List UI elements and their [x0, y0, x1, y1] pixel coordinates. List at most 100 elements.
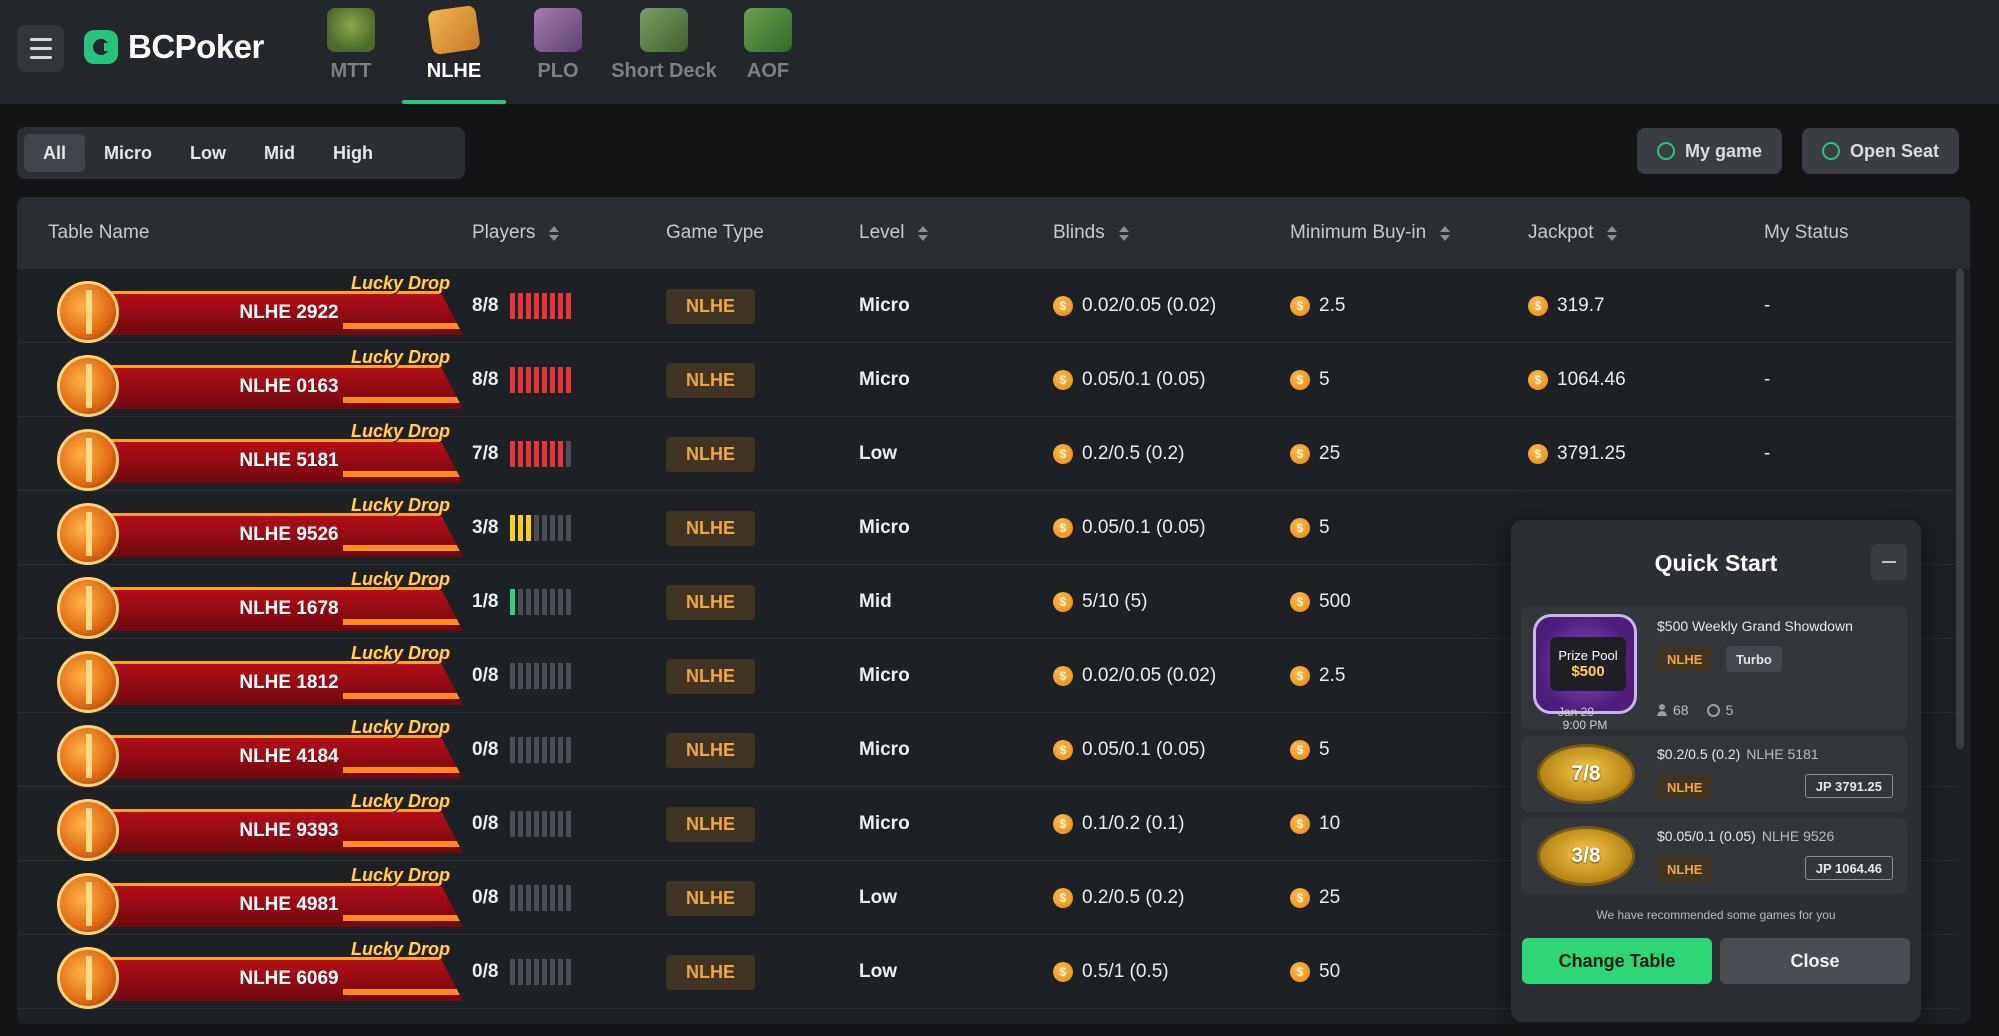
gift-icon [57, 873, 119, 935]
players-cell: 7/8 [472, 417, 572, 491]
table-row[interactable]: Lucky Drop NLHE 2922 8/8 NLHE Micro $0.02/0.0… [17, 269, 1957, 343]
recommended-table-card[interactable]: 3/8 $0.05/0.1 (0.05) NLHE 9526 NLHE JP 10… [1521, 818, 1907, 894]
my-game-toggle[interactable]: My game [1637, 128, 1783, 174]
minimize-icon[interactable] [1871, 544, 1907, 580]
jackpot-badge: JP 1064.46 [1804, 856, 1893, 880]
sort-icon[interactable] [1440, 226, 1450, 241]
close-button[interactable]: Close [1720, 938, 1910, 984]
status-cell: - [1764, 443, 1771, 464]
level-cell: Micro [859, 665, 910, 686]
game-type-cell: NLHE [666, 269, 755, 343]
gift-icon [57, 947, 119, 1009]
seat-table-name: NLHE 9526 [1761, 828, 1835, 844]
recommended-table-card[interactable]: 7/8 $0.2/0.5 (0.2) NLHE 5181 NLHE JP 3791… [1521, 736, 1907, 812]
seat-occupancy-bars [510, 293, 572, 319]
short-deck-icon [640, 8, 688, 52]
filter-high[interactable]: High [333, 142, 374, 163]
table-name: NLHE 9393 [239, 820, 339, 841]
banner-ribbon [79, 957, 463, 1001]
column-jackpot[interactable]: Jackpot [1528, 197, 1617, 269]
hamburger-menu-icon[interactable] [17, 25, 64, 72]
logo[interactable]: BCPoker [84, 28, 264, 66]
scrollbar[interactable] [1956, 269, 1964, 749]
lucky-drop-label: Lucky Drop [351, 273, 451, 293]
tournament-card[interactable]: Prize Pool $500 Jan 29 9:00 PM $500 Week… [1521, 606, 1907, 732]
coin-icon: $ [1053, 740, 1073, 760]
lucky-drop-label: Lucky Drop [351, 865, 451, 885]
table-row[interactable]: Lucky Drop NLHE 5181 7/8 NLHE Low $0.2/0.5 (0… [17, 417, 1957, 491]
game-type-cell: NLHE [666, 565, 755, 639]
coin-icon: $ [1290, 814, 1310, 834]
game-type-cell: NLHE [666, 639, 755, 713]
filter-all[interactable]: All [24, 134, 86, 172]
game-type-badge: NLHE [1657, 774, 1713, 800]
status-cell: - [1764, 369, 1771, 390]
table-name: NLHE 6069 [239, 968, 339, 989]
blinds-cell: $0.5/1 (0.5) [1053, 935, 1169, 1009]
speed-badge: Turbo [1726, 646, 1782, 672]
blinds-cell: $5/10 (5) [1053, 565, 1147, 639]
players-cell: 0/8 [472, 935, 572, 1009]
min-buyin-cell: $50 [1290, 935, 1340, 1009]
blinds-cell: $0.1/0.2 (0.1) [1053, 787, 1184, 861]
min-buyin-cell: $500 [1290, 565, 1351, 639]
change-table-button[interactable]: Change Table [1522, 938, 1712, 984]
column-minimum-buy-in[interactable]: Minimum Buy-in [1290, 197, 1450, 269]
blinds-cell: $0.05/0.1 (0.05) [1053, 491, 1206, 565]
banner-ribbon [79, 735, 463, 779]
banner-ribbon [79, 587, 463, 631]
blinds-cell: $0.2/0.5 (0.2) [1053, 861, 1184, 935]
level-cell: Low [859, 443, 897, 464]
min-buyin-cell: $5 [1290, 491, 1330, 565]
gift-icon [57, 429, 119, 491]
column-table-name: Table Name [48, 222, 150, 243]
sort-icon[interactable] [918, 226, 928, 241]
table-header: Table Name Players Game Type Level Blind… [17, 197, 1970, 269]
game-type-cell: NLHE [666, 787, 755, 861]
coin-icon: $ [1290, 592, 1310, 612]
tab-aof[interactable]: AOF [738, 0, 798, 104]
filter-micro[interactable]: Micro [104, 142, 153, 163]
column-level[interactable]: Level [859, 197, 928, 269]
sort-icon[interactable] [1119, 226, 1129, 241]
filter-low[interactable]: Low [190, 142, 227, 163]
status-cell: - [1764, 295, 1771, 316]
tournament-title: $500 Weekly Grand Showdown [1657, 618, 1853, 634]
game-type-cell: NLHE [666, 343, 755, 417]
lucky-drop-banner: Lucky Drop NLHE 4981 [39, 863, 463, 935]
table-name: NLHE 9526 [239, 524, 339, 545]
open-seat-toggle[interactable]: Open Seat [1802, 128, 1960, 174]
table-name: NLHE 1678 [239, 598, 339, 619]
nlhe-cards-icon [427, 4, 481, 56]
table-row[interactable]: Lucky Drop NLHE 0163 8/8 NLHE Micro $0.05/0.1… [17, 343, 1957, 417]
tab-mtt[interactable]: MTT [318, 0, 384, 104]
game-type-cell: NLHE [666, 491, 755, 565]
lucky-drop-label: Lucky Drop [351, 717, 451, 737]
seat-occupancy-bars [510, 663, 572, 689]
min-buyin-cell: $25 [1290, 861, 1340, 935]
column-blinds[interactable]: Blinds [1053, 197, 1129, 269]
coin-icon: $ [1290, 370, 1310, 390]
column-players[interactable]: Players [472, 197, 559, 269]
filter-mid[interactable]: Mid [264, 142, 296, 163]
top-bar: BCPoker MTT NLHE PLO Short Deck AOF [0, 0, 1999, 104]
gift-icon [57, 799, 119, 861]
game-type-badge: NLHE [666, 732, 755, 768]
level-cell: Low [859, 887, 897, 908]
level-cell: Micro [859, 517, 910, 538]
tab-nlhe[interactable]: NLHE [402, 0, 506, 104]
prize-pool-box: Prize Pool $500 [1550, 637, 1626, 691]
coin-icon: $ [1053, 888, 1073, 908]
level-cell: Micro [859, 739, 910, 760]
coin-icon: $ [1053, 814, 1073, 834]
lucky-drop-banner: Lucky Drop NLHE 4184 [39, 715, 463, 787]
sort-icon[interactable] [549, 226, 559, 241]
sort-icon[interactable] [1607, 226, 1617, 241]
seat-occupancy-bars [510, 589, 572, 615]
active-tab-indicator [402, 100, 506, 104]
lucky-drop-label: Lucky Drop [351, 791, 451, 811]
plo-cards-icon [534, 8, 582, 52]
tab-plo[interactable]: PLO [527, 0, 589, 104]
tab-short-deck[interactable]: Short Deck [606, 0, 722, 104]
gift-icon [57, 577, 119, 639]
